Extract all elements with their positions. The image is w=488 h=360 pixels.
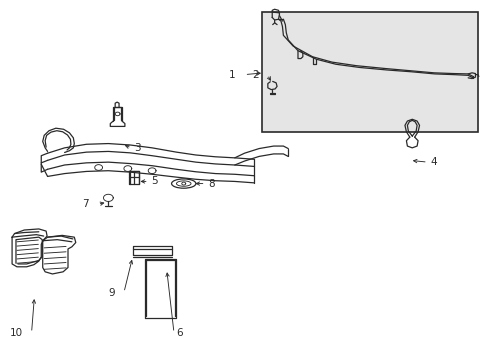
Text: 2: 2 — [251, 69, 258, 80]
Text: 3: 3 — [134, 143, 141, 153]
Text: 7: 7 — [82, 199, 89, 209]
Text: 1: 1 — [229, 69, 235, 80]
Text: 10: 10 — [10, 328, 23, 338]
Text: 5: 5 — [151, 176, 158, 186]
Text: 4: 4 — [429, 157, 436, 167]
Text: 8: 8 — [207, 179, 214, 189]
Text: 6: 6 — [176, 328, 183, 338]
Bar — [261, 12, 477, 132]
Text: 9: 9 — [108, 288, 115, 297]
